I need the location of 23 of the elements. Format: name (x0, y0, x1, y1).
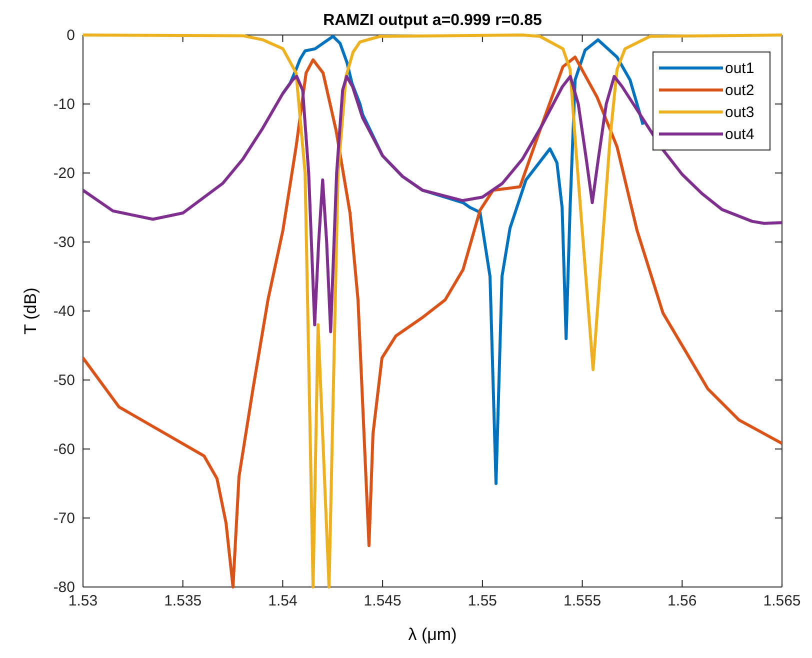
x-tick-label: 1.55 (468, 592, 498, 610)
y-tick-label: -30 (53, 234, 75, 251)
y-tick-label: -70 (53, 510, 75, 527)
y-tick-label: -60 (53, 440, 75, 458)
x-tick-label: 1.54 (268, 592, 298, 610)
y-tick-label: -10 (53, 96, 75, 113)
legend-label: out3 (725, 104, 754, 121)
y-tick-label: -20 (53, 164, 75, 182)
x-tick-label: 1.565 (763, 592, 801, 610)
x-tick-label: 1.56 (668, 592, 697, 610)
x-axis-title: λ (μm) (408, 625, 457, 644)
x-tick-label: 1.555 (564, 592, 602, 610)
y-axis-title: T (dB) (21, 288, 40, 334)
legend-label: out4 (725, 126, 754, 143)
y-tick-label: -40 (53, 302, 75, 320)
line-series (83, 74, 782, 334)
y-tick-label: 0 (66, 26, 75, 44)
x-tick-label: 1.535 (164, 592, 202, 610)
y-tick-label: -50 (53, 372, 75, 389)
legend-label: out2 (725, 82, 754, 99)
x-tick-label: 1.545 (364, 592, 402, 610)
legend-label: out1 (725, 60, 754, 77)
chart-title: RAMZI output a=0.999 r=0.85 (323, 12, 542, 29)
